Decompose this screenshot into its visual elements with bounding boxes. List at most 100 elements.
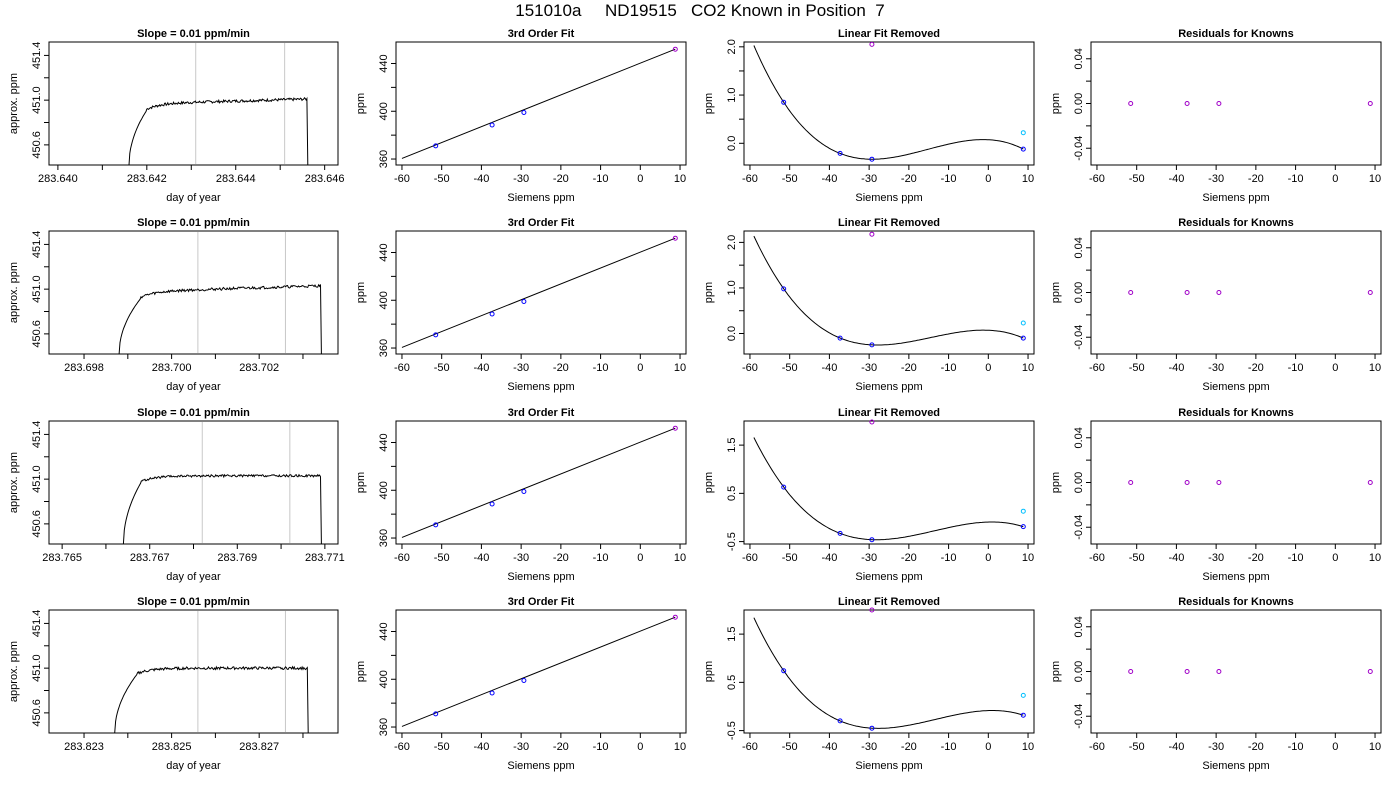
- x-tick-label: -30: [513, 173, 529, 185]
- known-point: [781, 99, 787, 105]
- outlier-point: [869, 41, 875, 47]
- plot-frame: [743, 420, 1035, 545]
- y-tick-label: 440: [378, 433, 390, 451]
- x-tick-label: -10: [593, 741, 609, 753]
- x-tick-label: -30: [1208, 173, 1224, 185]
- x-tick-label: -50: [1129, 173, 1145, 185]
- y-tick-label: 2.0: [726, 235, 738, 250]
- y-tick-label: 451.0: [31, 465, 43, 493]
- y-axis-label: ppm: [703, 93, 715, 114]
- panel-third-order-fit-row-2: 3rd Order Fit Siemens ppm ppm -60 -50 -40 -30 -…: [355, 217, 687, 393]
- y-axis-label: ppm: [355, 93, 367, 114]
- known-point: [781, 668, 787, 674]
- panel-title: Residuals for Knowns: [1178, 28, 1294, 40]
- x-tick-label: -40: [1168, 173, 1184, 185]
- x-tick-label: -60: [1089, 362, 1105, 374]
- known-point: [837, 718, 843, 724]
- y-tick-label: 1.5: [726, 626, 738, 641]
- x-tick-label: -60: [742, 741, 758, 753]
- fit-line: [401, 237, 676, 348]
- x-tick-label: -50: [434, 552, 450, 564]
- residual-point: [1216, 290, 1222, 295]
- known-point: [489, 690, 495, 696]
- panel-time-series-row-3: Slope = 0.01 ppm/min day of year approx. p…: [8, 407, 345, 583]
- x-tick-label: 283.769: [217, 552, 257, 564]
- y-axis-label: approx. ppm: [8, 73, 20, 134]
- x-tick-label: -10: [941, 362, 957, 374]
- panel-linear-fit-removed-row-3: Linear Fit Removed Siemens ppm ppm -60 -50 -4…: [703, 407, 1035, 583]
- known-point: [869, 537, 875, 543]
- y-tick-label: 0.04: [1073, 427, 1085, 448]
- x-tick-label: -40: [821, 741, 837, 753]
- x-tick-label: 283.640: [38, 173, 78, 185]
- known-point: [837, 335, 843, 341]
- x-tick-label: -20: [901, 173, 917, 185]
- y-tick-label: 440: [378, 622, 390, 640]
- figure-title: 151010a ND19515 CO2 Known in Position 7: [515, 1, 885, 20]
- x-tick-label: -10: [941, 552, 957, 564]
- x-axis-label: Siemens ppm: [855, 381, 922, 393]
- known-point: [672, 425, 678, 431]
- y-tick-label: 440: [378, 54, 390, 72]
- y-axis-label: approx. ppm: [8, 641, 20, 702]
- y-tick-label: 0.00: [1073, 93, 1085, 114]
- x-tick-label: 283.644: [216, 173, 256, 185]
- cubic-fit-curve: [753, 617, 1024, 729]
- x-tick-label: -50: [782, 741, 798, 753]
- x-tick-label: 10: [1022, 362, 1034, 374]
- known-point: [489, 501, 495, 507]
- plot-frame: [395, 41, 687, 166]
- x-tick-label: 0: [1332, 741, 1338, 753]
- residual-point: [1367, 290, 1373, 295]
- x-tick-label: -20: [553, 362, 569, 374]
- residual-point: [1184, 480, 1190, 485]
- y-tick-label: 1.0: [726, 280, 738, 295]
- y-tick-label: 400: [378, 481, 390, 499]
- known-point: [837, 530, 843, 536]
- x-tick-label: -40: [473, 173, 489, 185]
- x-tick-label: -30: [513, 552, 529, 564]
- residual-point: [1184, 101, 1190, 106]
- x-tick-label: 10: [674, 173, 686, 185]
- x-tick-label: 10: [674, 741, 686, 753]
- x-tick-label: -40: [1168, 741, 1184, 753]
- panel-residuals-row-3: Residuals for Knowns Siemens ppm ppm -60 -50…: [1050, 407, 1382, 583]
- x-axis-label: Siemens ppm: [855, 760, 922, 772]
- unknown-point: [1020, 320, 1026, 326]
- residual-point: [1128, 101, 1134, 106]
- known-point: [1020, 524, 1026, 530]
- x-tick-label: 10: [1022, 173, 1034, 185]
- x-axis-label: day of year: [166, 192, 221, 204]
- known-point: [433, 143, 439, 149]
- x-tick-label: -50: [1129, 741, 1145, 753]
- x-tick-label: 283.771: [305, 552, 345, 564]
- x-axis-label: day of year: [166, 571, 221, 583]
- plot-frame: [743, 609, 1035, 734]
- y-tick-label: 400: [378, 291, 390, 309]
- x-tick-label: -10: [1288, 552, 1304, 564]
- y-tick-label: 360: [378, 718, 390, 736]
- panel-linear-fit-removed-row-1: Linear Fit Removed Siemens ppm ppm -60 -50 -4…: [703, 28, 1035, 204]
- x-tick-label: -30: [513, 362, 529, 374]
- x-axis-label: Siemens ppm: [855, 192, 922, 204]
- x-tick-label: 283.702: [239, 362, 279, 374]
- outlier-point: [869, 231, 875, 237]
- plot-frame: [1090, 420, 1382, 545]
- y-tick-label: 400: [378, 670, 390, 688]
- panel-residuals-row-1: Residuals for Knowns Siemens ppm ppm -60 -50…: [1050, 28, 1382, 204]
- panel-third-order-fit-row-3: 3rd Order Fit Siemens ppm ppm -60 -50 -40 -30 -…: [355, 407, 687, 583]
- x-tick-label: -10: [593, 173, 609, 185]
- x-tick-label: 283.827: [239, 741, 279, 753]
- y-tick-label: 451.4: [31, 42, 43, 70]
- x-tick-label: 283.767: [130, 552, 170, 564]
- concentration-trace: [114, 665, 309, 734]
- x-axis-label: Siemens ppm: [855, 571, 922, 583]
- x-tick-label: -60: [742, 173, 758, 185]
- known-point: [672, 235, 678, 241]
- x-tick-label: -30: [861, 552, 877, 564]
- y-tick-label: 360: [378, 339, 390, 357]
- x-tick-label: -50: [782, 362, 798, 374]
- x-tick-label: 0: [1332, 362, 1338, 374]
- y-tick-label: 0.00: [1073, 472, 1085, 493]
- x-tick-label: -40: [821, 173, 837, 185]
